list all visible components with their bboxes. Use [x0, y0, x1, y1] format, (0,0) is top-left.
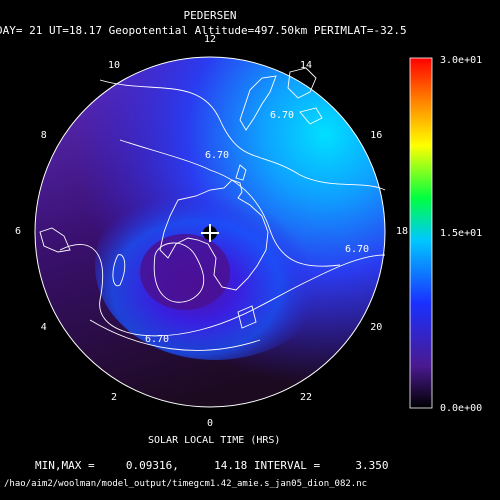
max-value: 14.18 [214, 459, 248, 472]
contours [59, 79, 386, 351]
contour-label-3: 6.70 [345, 244, 369, 255]
file-path: /hao/aim2/woolman/model_output/timegcm1.… [4, 479, 368, 489]
minmax-prefix: MIN,MAX = [35, 459, 95, 472]
contour-label-4: 6.70 [145, 334, 169, 345]
colorbar-min-label: 0.0e+00 [440, 403, 483, 414]
hour-label: 10 [108, 59, 121, 71]
minmax-line: MIN,MAX = 0.09316, 14.18 INTERVAL = 3.35… [35, 460, 388, 472]
heatmap-field [35, 57, 385, 407]
colorbar-mid-label: 1.5e+01 [440, 228, 483, 239]
hour-label: 8 [40, 130, 47, 141]
plot-boundary [34, 56, 386, 408]
contour-label-2: 6.70 [205, 150, 229, 161]
hour-label: 18 [396, 226, 409, 237]
pole-marker [201, 224, 219, 242]
hour-label: 0 [207, 418, 214, 429]
hour-label: 12 [204, 34, 217, 45]
min-value: 0.09316, [125, 459, 179, 472]
coastlines [39, 67, 323, 291]
plot-subtitle: DAY= 21 UT=18.17 Geopotential Altitude=4… [0, 24, 407, 37]
hour-label: 14 [300, 59, 313, 71]
interval-label: INTERVAL = [253, 459, 321, 472]
contour-labels: 6.70 6.70 6.70 6.70 [145, 110, 369, 345]
x-axis-label: SOLAR LOCAL TIME (HRS) [148, 435, 281, 446]
hour-label: 2 [111, 392, 118, 404]
contour-label-1: 6.70 [270, 110, 294, 121]
colorbar-max-label: 3.0e+01 [440, 55, 483, 66]
hour-label: 20 [370, 322, 383, 333]
hour-label: 6 [15, 226, 22, 237]
hour-label: 4 [40, 322, 47, 333]
interval-value: 3.350 [355, 459, 389, 472]
hour-label: 16 [370, 130, 383, 141]
plot-title: PEDERSEN [183, 9, 237, 22]
colorbar [409, 57, 433, 409]
hour-label: 22 [300, 392, 313, 404]
